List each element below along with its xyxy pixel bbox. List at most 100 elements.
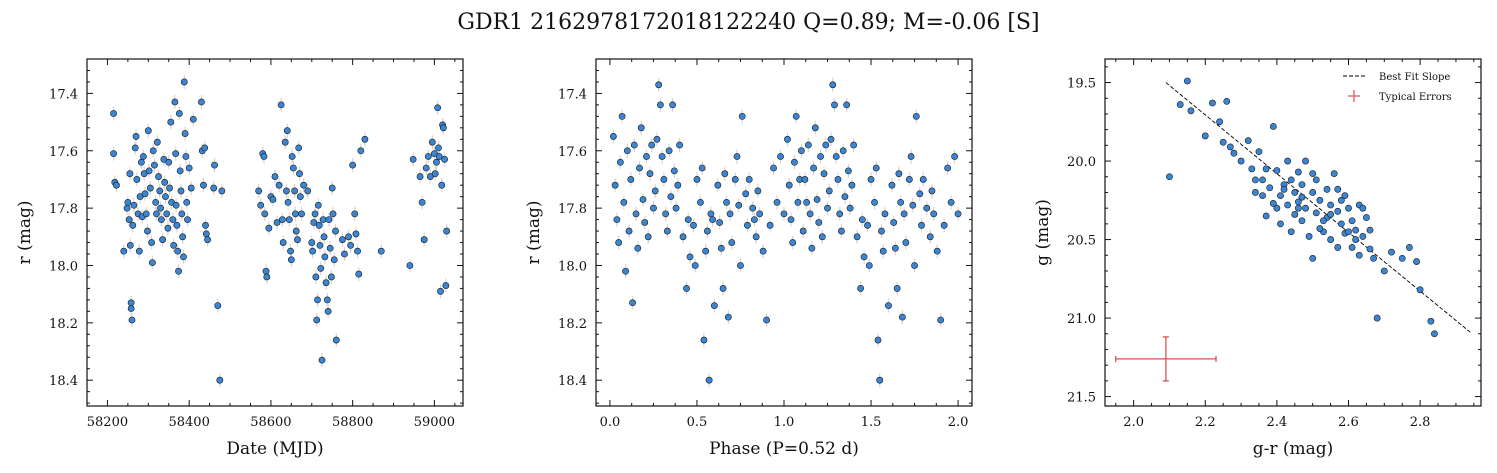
data-point (848, 181, 856, 189)
data-point (139, 153, 147, 160)
legend: Best Fit Slope Typical Errors (1343, 72, 1452, 103)
data-point (283, 127, 291, 135)
data-point (422, 164, 430, 172)
data-point (611, 181, 619, 189)
data-point (167, 118, 175, 126)
data-point (618, 112, 626, 120)
data-point (1345, 204, 1352, 212)
y-tick-label: 18.2 (49, 317, 78, 332)
data-point (926, 233, 934, 241)
data-point (152, 198, 160, 206)
data-point (1327, 211, 1334, 218)
data-point (777, 153, 784, 160)
data-point (658, 153, 666, 160)
data-point (129, 221, 137, 229)
data-point (157, 216, 165, 223)
data-point (1323, 185, 1331, 193)
data-point (947, 198, 955, 206)
data-point (841, 193, 849, 201)
data-point (1269, 200, 1277, 207)
y-tick-label: 17.6 (558, 145, 587, 160)
x-axis-label: Phase (P=0.52 d) (709, 439, 859, 459)
data-point (709, 216, 717, 223)
plot-frame (1104, 58, 1482, 407)
data-point (435, 144, 442, 152)
data-point (255, 187, 263, 195)
data-point (754, 187, 762, 195)
data-point (787, 216, 795, 223)
data-point (1398, 255, 1406, 262)
data-point (1334, 207, 1342, 215)
data-point (287, 256, 295, 264)
x-tick-label: 58600 (250, 415, 291, 430)
data-point (916, 190, 924, 198)
data-point (818, 233, 826, 241)
data-point (864, 221, 871, 229)
data-point (822, 141, 830, 149)
data-point (294, 236, 301, 244)
data-point (170, 242, 178, 249)
data-point (133, 176, 141, 183)
data-point (1366, 245, 1374, 253)
data-point (902, 239, 910, 246)
data-point (317, 264, 325, 272)
data-point (351, 210, 359, 218)
data-point (218, 187, 226, 195)
data-point (674, 181, 682, 189)
data-point (1413, 258, 1420, 265)
plot-frame (595, 58, 973, 407)
data-point (361, 135, 369, 143)
data-point (857, 285, 864, 292)
data-point (300, 181, 308, 189)
data-point (1223, 97, 1231, 105)
y-tick-label: 20.5 (1067, 234, 1096, 249)
data-point (142, 210, 150, 218)
data-point (860, 253, 868, 261)
y-tick-label: 18.4 (558, 374, 587, 389)
data-point (1280, 185, 1288, 193)
data-point (937, 316, 945, 324)
data-point (1309, 170, 1317, 178)
data-point (113, 181, 120, 189)
data-point (707, 210, 715, 218)
data-point (905, 176, 913, 183)
data-point (1298, 193, 1306, 201)
data-point (813, 196, 821, 203)
y-tick-label: 21.5 (1067, 391, 1096, 406)
data-point (1345, 228, 1352, 236)
data-point (319, 216, 327, 223)
x-tick-label: 58400 (168, 415, 209, 430)
data-point (630, 141, 638, 149)
data-point (323, 296, 331, 304)
data-point (377, 247, 385, 255)
data-point (867, 176, 875, 183)
data-point (737, 262, 744, 269)
x-tick-label: 58800 (332, 415, 373, 430)
y-tick-label: 17.8 (558, 202, 587, 217)
data-point (679, 233, 687, 241)
data-point (1348, 217, 1356, 225)
data-point (817, 153, 824, 160)
data-point (330, 256, 338, 264)
data-point (146, 184, 154, 192)
data-point (663, 227, 671, 235)
data-point (811, 124, 819, 132)
data-point (1284, 157, 1292, 165)
data-point (1334, 185, 1342, 193)
data-point (165, 158, 173, 166)
data-point (1187, 107, 1195, 115)
y-tick-label: 17.6 (49, 145, 78, 160)
data-point (1309, 189, 1317, 196)
data-point (690, 221, 697, 229)
data-point (127, 299, 135, 307)
data-point (1273, 204, 1281, 212)
data-point (322, 279, 330, 287)
data-point (1316, 225, 1324, 232)
data-point (639, 196, 647, 203)
data-point (824, 204, 831, 212)
data-point (128, 316, 136, 324)
data-point (1284, 201, 1292, 209)
data-point (173, 221, 181, 229)
data-point (831, 101, 838, 109)
